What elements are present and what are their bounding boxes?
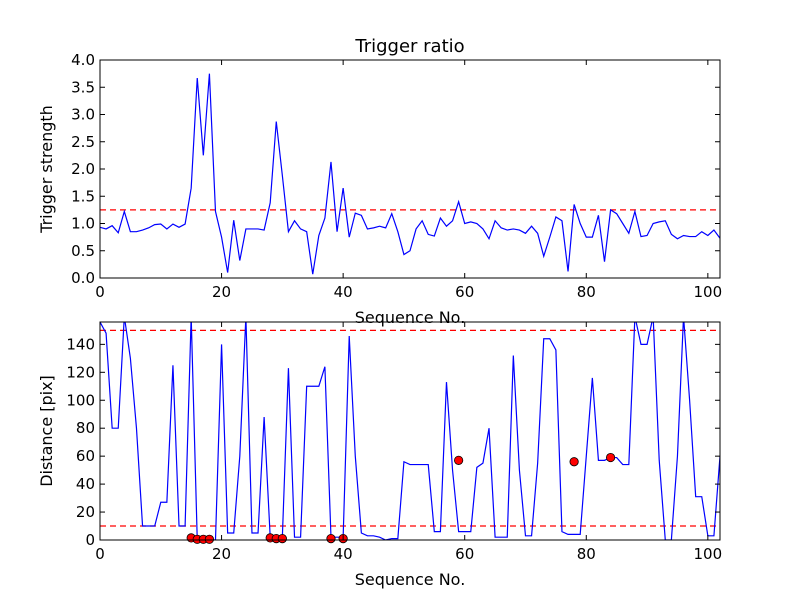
data-point-marker xyxy=(204,534,215,544)
chart-1: 0 20 40 60 80 100 0.0 0.5 1.0 1.5 2.0 2.5 3.0 3.5 4.0 S… xyxy=(37,36,722,327)
y-tick-label: 3.0 xyxy=(71,106,95,124)
x-axis-label: Sequence No. xyxy=(355,308,466,327)
y-tick-label: 1.0 xyxy=(71,215,95,233)
x-tick-label: 60 xyxy=(455,545,474,563)
y-tick-label: 20 xyxy=(76,503,95,521)
y-tick-label: 4.0 xyxy=(71,51,95,69)
y-tick-label: 0 xyxy=(85,531,95,549)
chart-title: Trigger ratio xyxy=(354,36,464,57)
y-tick-label: 0.5 xyxy=(71,242,95,260)
x-tick-label: 60 xyxy=(455,283,474,301)
x-tick-label: 0 xyxy=(95,283,105,301)
series-line xyxy=(100,73,720,275)
x-tick-label: 80 xyxy=(577,545,596,563)
y-tick-label: 2.5 xyxy=(71,133,95,151)
y-tick-label: 2.0 xyxy=(71,160,95,178)
y-tick-label: 40 xyxy=(76,475,95,493)
x-tick-label: 40 xyxy=(334,283,353,301)
x-tick-label: 20 xyxy=(212,283,231,301)
data-point-marker xyxy=(605,452,616,463)
y-axis-label: Distance [pix] xyxy=(37,375,56,487)
x-tick-label: 100 xyxy=(694,283,723,301)
y-tick-label: 0.0 xyxy=(71,269,95,287)
x-tick-label: 40 xyxy=(334,545,353,563)
x-tick-label: 80 xyxy=(577,283,596,301)
x-axis-label: Sequence No. xyxy=(355,570,466,589)
data-point-marker xyxy=(454,455,464,465)
y-tick-label: 3.5 xyxy=(71,78,95,96)
data-point-marker xyxy=(326,534,336,544)
data-point-marker xyxy=(277,534,287,544)
y-axis-label: Trigger strength xyxy=(37,105,56,234)
y-tick-label: 100 xyxy=(66,391,95,409)
y-tick-label: 1.5 xyxy=(71,187,95,205)
y-tick-label: 80 xyxy=(76,419,95,437)
chart-2: 0 20 40 60 80 100 0 20 40 60 80 100 120 140 Sequence N… xyxy=(37,321,723,589)
y-tick-label: 120 xyxy=(66,363,95,381)
x-tick-label: 0 xyxy=(95,545,105,563)
x-tick-label: 100 xyxy=(694,545,723,563)
data-point-marker xyxy=(569,457,579,467)
axes-frame xyxy=(99,59,721,279)
y-tick-label: 140 xyxy=(66,335,95,353)
axes-frame xyxy=(99,321,721,541)
y-tick-label: 60 xyxy=(76,447,95,465)
series-line xyxy=(100,322,720,540)
x-tick-label: 20 xyxy=(212,545,231,563)
